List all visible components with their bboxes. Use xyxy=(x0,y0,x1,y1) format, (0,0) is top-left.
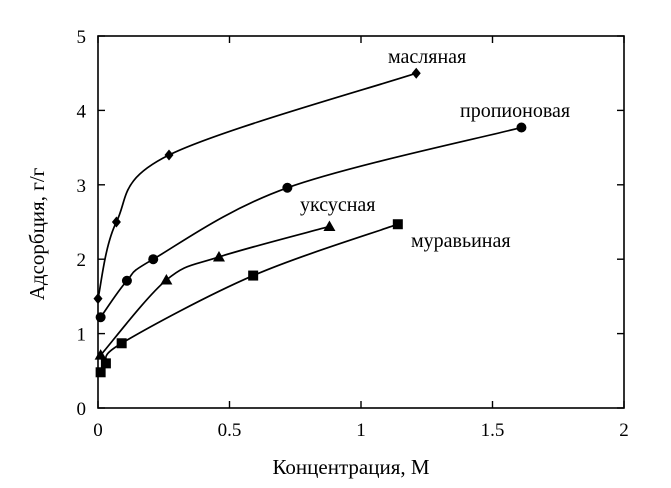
curve-square xyxy=(99,223,399,373)
series-labels: масляная пропионовая уксусная муравьиная xyxy=(300,46,570,252)
data-point-diamond xyxy=(93,293,103,305)
series-label: уксусная xyxy=(300,194,376,216)
x-tick-label: 1 xyxy=(356,420,366,441)
x-tick-label: 1.5 xyxy=(481,420,505,441)
x-tick-label: 0.5 xyxy=(218,420,242,441)
data-point-circle xyxy=(282,182,293,193)
plot-frame xyxy=(97,35,625,409)
curve-diamond xyxy=(97,72,417,299)
series-label: муравьиная xyxy=(411,230,511,252)
data-point-diamond xyxy=(164,149,174,161)
y-tick-label: 2 xyxy=(77,250,87,271)
curve-circle xyxy=(99,126,522,318)
data-point-triangle xyxy=(94,349,107,360)
x-tick-label: 0 xyxy=(93,420,103,441)
y-axis-title: Адсорбция, г/г xyxy=(25,167,49,300)
data-point-square xyxy=(392,219,403,230)
series-points xyxy=(93,67,527,378)
x-tick-label: 2 xyxy=(619,420,629,441)
data-point-square xyxy=(100,358,111,369)
series-label: пропионовая xyxy=(460,100,570,122)
y-tick-label: 3 xyxy=(77,176,87,197)
data-point-diamond xyxy=(411,67,421,79)
axes xyxy=(97,35,625,409)
y-tick-label: 4 xyxy=(77,101,87,122)
data-point-triangle xyxy=(323,220,336,231)
y-tick-label: 0 xyxy=(77,399,87,420)
series-curves xyxy=(97,72,522,373)
axis-ticks: 0 0.5 1 1.5 2 0 1 2 3 4 5 xyxy=(77,27,629,441)
y-tick-label: 1 xyxy=(77,325,87,346)
data-point-diamond xyxy=(111,216,121,228)
data-point-circle xyxy=(516,122,527,133)
curve-triangle xyxy=(99,225,330,356)
y-tick-label: 5 xyxy=(77,27,87,48)
x-axis-title: Концентрация, М xyxy=(272,455,429,479)
data-point-square xyxy=(95,367,106,378)
series-label: масляная xyxy=(388,46,466,68)
data-point-circle xyxy=(148,254,159,265)
data-point-triangle xyxy=(212,250,225,262)
data-point-square xyxy=(248,270,259,281)
data-point-circle xyxy=(95,312,106,323)
data-point-circle xyxy=(121,275,132,286)
data-point-triangle xyxy=(160,274,173,285)
data-point-square xyxy=(116,338,127,349)
